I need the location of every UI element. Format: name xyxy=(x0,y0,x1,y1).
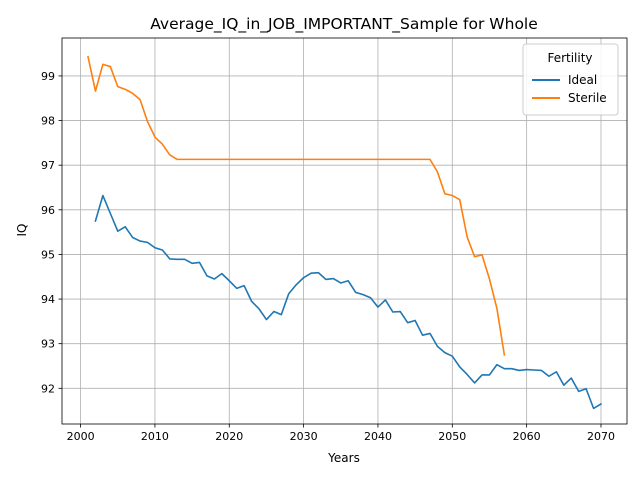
x-tick-label: 2060 xyxy=(513,430,541,443)
y-tick-label: 97 xyxy=(41,159,55,172)
grid xyxy=(62,38,627,424)
chart-title: Average_IQ_in_JOB_IMPORTANT_Sample for W… xyxy=(150,15,538,34)
plot-frame xyxy=(61,37,628,425)
y-tick-label: 95 xyxy=(41,248,55,261)
x-tick-label: 2010 xyxy=(141,430,169,443)
x-tick-label: 2000 xyxy=(67,430,95,443)
x-tick-label: 2040 xyxy=(364,430,392,443)
y-tick-label: 98 xyxy=(41,115,55,128)
legend-title: Fertility xyxy=(547,51,592,65)
x-tick-label: 2050 xyxy=(438,430,466,443)
x-tick-label: 2070 xyxy=(587,430,615,443)
y-tick-label: 96 xyxy=(41,204,55,217)
axis-ticks: 2000 2010 2020 2030 2040 2050 2060 2070 92 93 94 95… xyxy=(41,70,615,443)
legend-label-sterile: Sterile xyxy=(568,91,607,105)
series-line-sterile xyxy=(87,55,506,356)
legend-label-ideal: Ideal xyxy=(568,73,597,87)
x-tick-label: 2030 xyxy=(290,430,318,443)
y-tick-label: 94 xyxy=(41,293,55,306)
y-tick-label: 99 xyxy=(41,70,55,83)
x-tick-label: 2020 xyxy=(215,430,243,443)
x-axis-label: Years xyxy=(327,451,360,465)
y-axis-label: IQ xyxy=(15,224,29,237)
y-tick-label: 92 xyxy=(41,382,55,395)
series-lines xyxy=(87,55,603,410)
y-tick-label: 93 xyxy=(41,338,55,351)
legend: Fertility Ideal Sterile xyxy=(522,43,619,116)
series-line-ideal xyxy=(94,194,603,410)
